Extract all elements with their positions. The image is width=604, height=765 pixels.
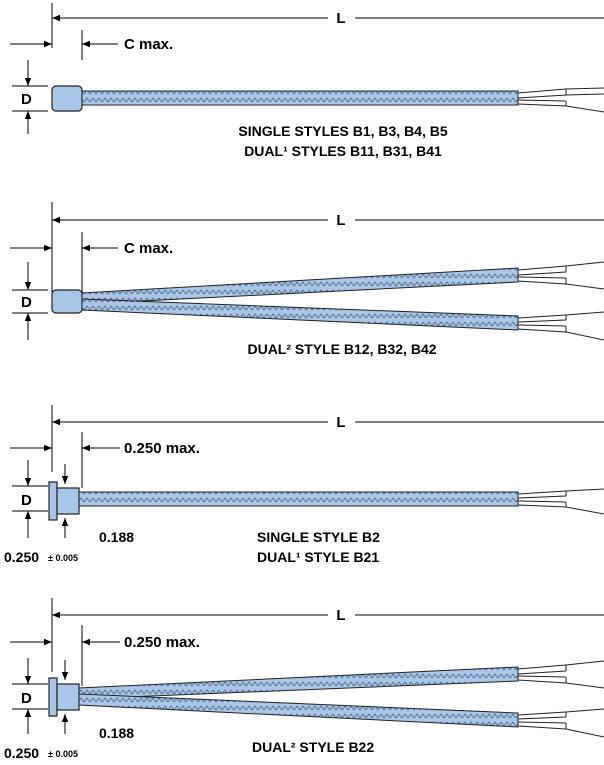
braided-cable-lower [78, 693, 519, 728]
sensor-flange [48, 481, 58, 521]
panel-dual-b22: L 0.250 max. D 0.188 0.250 ± 0.005 DUAL²… [4, 598, 604, 761]
panel-single-b1: L C max. D SINGLE STYLES B1, B3, B4, B5 … [10, 3, 604, 159]
c-max-label: 0.250 max. [124, 634, 200, 651]
lead-wire [517, 488, 604, 495]
lead-wire [517, 670, 567, 675]
d-label: D [21, 690, 32, 707]
lead-wire [517, 319, 567, 323]
lead-wire [517, 716, 567, 720]
sensor-tip [51, 289, 83, 314]
length-label: L [336, 212, 345, 229]
length-label: L [336, 414, 345, 431]
caption-line-2: DUAL¹ STYLES B11, B31, B41 [244, 143, 442, 159]
lead-wire [517, 280, 604, 290]
flange-dim-label: 0.188 [99, 529, 134, 545]
lead-wire [517, 328, 604, 341]
lead-wire [517, 725, 604, 738]
lead-wire [517, 708, 604, 716]
lead-wire [517, 721, 567, 724]
flange-tol-label: ± 0.005 [48, 553, 78, 563]
d-label: D [21, 294, 32, 311]
lead-wire [517, 276, 567, 279]
caption-line-2: DUAL¹ STYLE B21 [257, 549, 379, 565]
lead-wire [517, 495, 567, 499]
lead-wire [517, 504, 604, 515]
lead-wire [517, 87, 604, 94]
flange-dim-label: 0.188 [99, 725, 134, 741]
caption-line-1: SINGLE STYLES B1, B3, B4, B5 [238, 123, 447, 139]
caption-line-1: SINGLE STYLE B2 [257, 529, 380, 545]
flange-tol-value: 0.250 [4, 549, 39, 565]
lead-wire [517, 675, 567, 678]
sensor-flange [48, 677, 58, 717]
length-label: L [336, 10, 345, 27]
lead-wire [517, 324, 567, 327]
caption-line-1: DUAL² STYLE B12, B32, B42 [247, 341, 436, 357]
lead-wire [517, 500, 567, 503]
c-max-label: C max. [124, 240, 173, 257]
sensor-tip [51, 85, 83, 112]
lead-wire [517, 261, 604, 271]
sensor-tip [56, 487, 80, 515]
braided-cable [78, 491, 519, 507]
braided-cable-lower [81, 298, 519, 331]
lead-wire [517, 271, 567, 276]
braided-cable [81, 90, 519, 106]
braided-cable-upper [78, 666, 519, 700]
braided-cable-upper [81, 267, 519, 305]
panel-single-b2: L 0.250 max. D 0.188 0.250 ± 0.005 SINGL… [4, 405, 604, 565]
sensor-tip [56, 683, 80, 711]
caption-line-1: DUAL² STYLE B22 [252, 739, 374, 755]
lead-wire [517, 93, 604, 99]
d-label: D [21, 492, 32, 509]
flange-tol-label: ± 0.005 [48, 749, 78, 759]
lead-wire [517, 99, 567, 102]
lead-wire [517, 660, 604, 670]
c-max-label: C max. [124, 36, 173, 53]
d-label: D [21, 91, 32, 108]
c-max-label: 0.250 max. [124, 440, 200, 457]
lead-wire [517, 311, 604, 319]
flange-tol-value: 0.250 [4, 745, 39, 761]
panel-dual-b12: L C max. D DUAL² STYLE B12, B32, B42 [10, 202, 604, 357]
length-label: L [336, 607, 345, 624]
lead-wire [517, 679, 604, 689]
lead-wire [517, 103, 604, 113]
